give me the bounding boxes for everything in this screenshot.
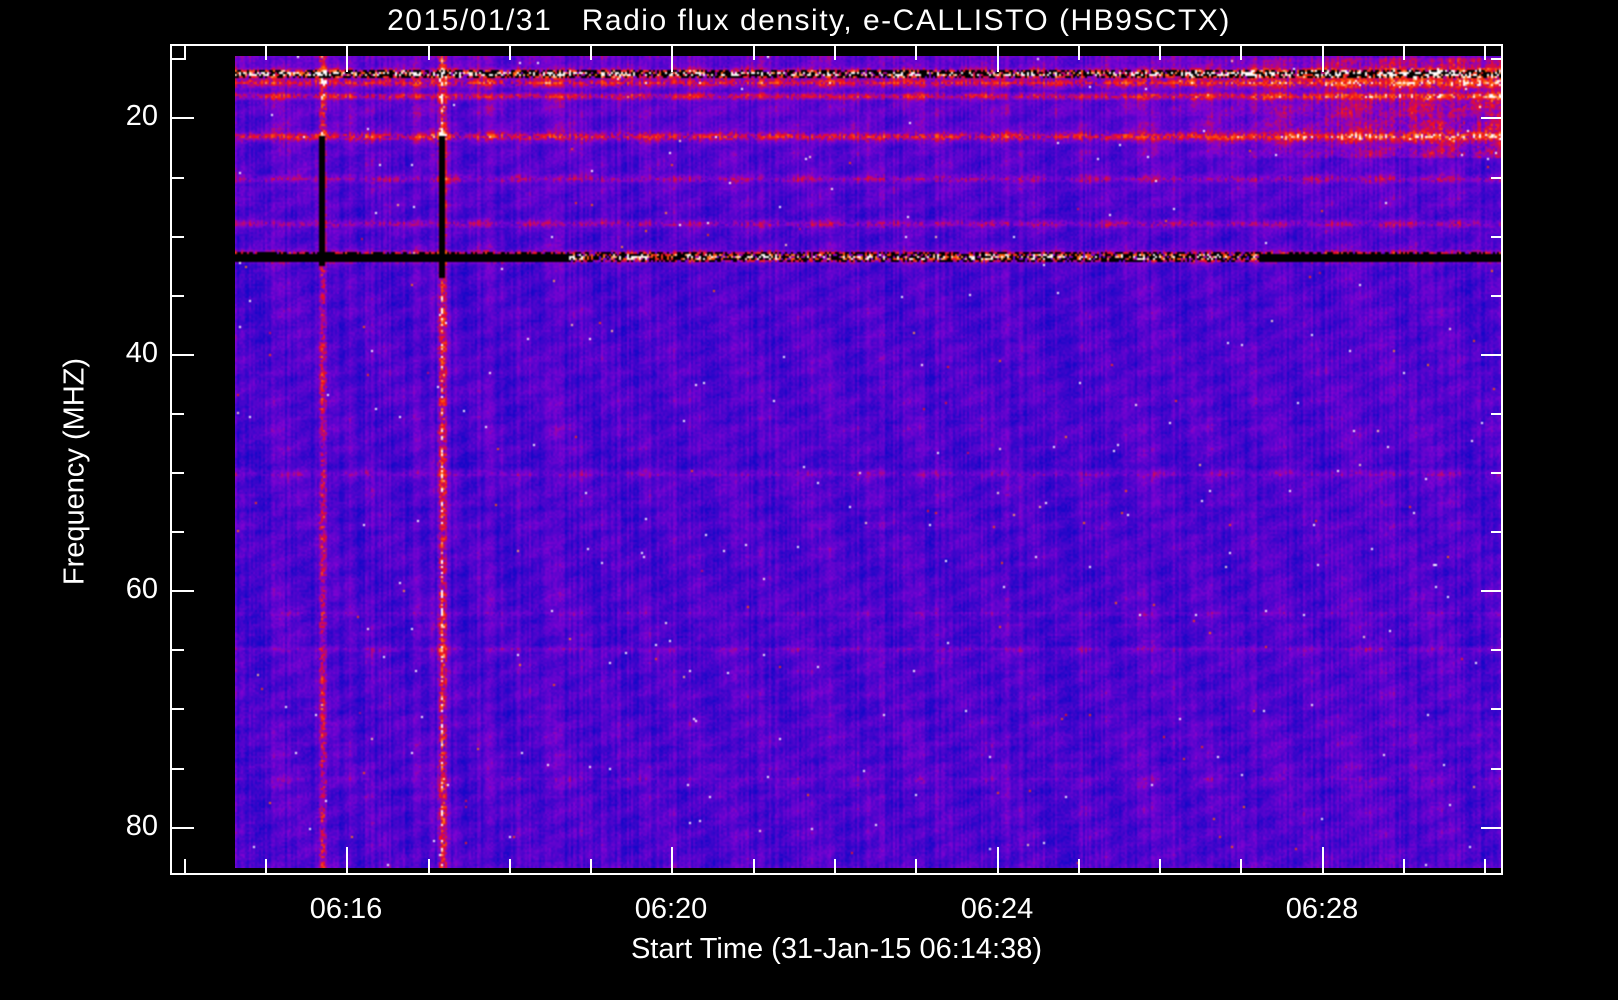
y-axis-major-tick-right (1481, 590, 1503, 592)
x-axis-minor-tick (509, 859, 511, 875)
x-axis-major-tick (1322, 847, 1324, 875)
x-axis-minor-tick-top (265, 44, 267, 60)
x-axis-minor-tick-top (1484, 44, 1486, 60)
y-axis-minor-tick (172, 472, 184, 474)
x-axis-minor-tick-top (184, 44, 186, 60)
x-axis-minor-tick-top (1403, 44, 1405, 60)
x-axis-tick-label: 06:16 (309, 893, 383, 925)
x-axis-tick-label: 06:24 (960, 893, 1034, 925)
y-axis-minor-tick-right (1491, 236, 1503, 238)
x-axis-major-tick (997, 847, 999, 875)
y-axis-minor-tick-right (1491, 58, 1503, 60)
x-axis-major-tick-top (997, 44, 999, 72)
x-axis-major-tick (346, 847, 348, 875)
y-axis-minor-tick-right (1491, 768, 1503, 770)
x-axis-tick-label: 06:20 (634, 893, 708, 925)
y-axis-major-tick (172, 354, 194, 356)
x-axis-minor-tick (590, 859, 592, 875)
x-axis-tick-label: 06:28 (1285, 893, 1359, 925)
y-axis-minor-tick (172, 295, 184, 297)
x-axis-minor-tick (1240, 859, 1242, 875)
y-axis-minor-tick (172, 58, 184, 60)
x-axis-minor-tick-top (509, 44, 511, 60)
x-axis-minor-tick (915, 859, 917, 875)
y-axis-minor-tick (172, 236, 184, 238)
y-axis-minor-tick (172, 413, 184, 415)
y-axis-minor-tick-right (1491, 708, 1503, 710)
x-axis-minor-tick (1159, 859, 1161, 875)
y-axis-tick-label: 40 (125, 337, 158, 369)
x-axis-minor-tick (184, 859, 186, 875)
x-axis-major-tick-top (671, 44, 673, 72)
x-axis-minor-tick (753, 859, 755, 875)
x-axis-minor-tick-top (428, 44, 430, 60)
plot-frame (170, 44, 1503, 875)
y-axis-minor-tick-right (1491, 413, 1503, 415)
y-axis-major-tick (172, 117, 194, 119)
x-axis-major-tick-top (1322, 44, 1324, 72)
x-axis-minor-tick (265, 859, 267, 875)
y-axis-major-tick (172, 827, 194, 829)
y-axis-minor-tick-right (1491, 649, 1503, 651)
figure-title: 2015/01/31 Radio flux density, e-CALLIST… (387, 4, 1231, 37)
spectrogram-canvas (235, 56, 1503, 868)
y-axis-major-tick-right (1481, 117, 1503, 119)
x-axis-minor-tick-top (1159, 44, 1161, 60)
x-axis-minor-tick (1403, 859, 1405, 875)
x-axis-minor-tick-top (915, 44, 917, 60)
y-axis-minor-tick (172, 649, 184, 651)
y-axis-major-tick-right (1481, 354, 1503, 356)
y-axis-major-tick-right (1481, 827, 1503, 829)
x-axis-minor-tick (834, 859, 836, 875)
x-axis-minor-tick-top (1078, 44, 1080, 60)
spectrogram-image (235, 56, 1503, 868)
y-axis-tick-label: 80 (125, 810, 158, 842)
y-axis-minor-tick-right (1491, 531, 1503, 533)
x-axis-title: Start Time (31-Jan-15 06:14:38) (630, 933, 1043, 965)
y-axis-minor-tick (172, 531, 184, 533)
y-axis-major-tick (172, 590, 194, 592)
y-axis-minor-tick (172, 177, 184, 179)
y-axis-minor-tick-right (1491, 472, 1503, 474)
x-axis-minor-tick (1078, 859, 1080, 875)
x-axis-minor-tick-top (753, 44, 755, 60)
x-axis-minor-tick-top (1240, 44, 1242, 60)
y-axis-minor-tick (172, 768, 184, 770)
x-axis-minor-tick (1484, 859, 1486, 875)
x-axis-minor-tick (428, 859, 430, 875)
y-axis-title: Frequency (MHZ) (58, 357, 91, 586)
y-axis-minor-tick-right (1491, 177, 1503, 179)
x-axis-major-tick (671, 847, 673, 875)
x-axis-minor-tick-top (590, 44, 592, 60)
y-axis-tick-label: 20 (125, 100, 158, 132)
y-axis-minor-tick-right (1491, 295, 1503, 297)
y-axis-tick-label: 60 (125, 573, 158, 605)
y-axis-minor-tick (172, 708, 184, 710)
x-axis-minor-tick-top (834, 44, 836, 60)
x-axis-major-tick-top (346, 44, 348, 72)
